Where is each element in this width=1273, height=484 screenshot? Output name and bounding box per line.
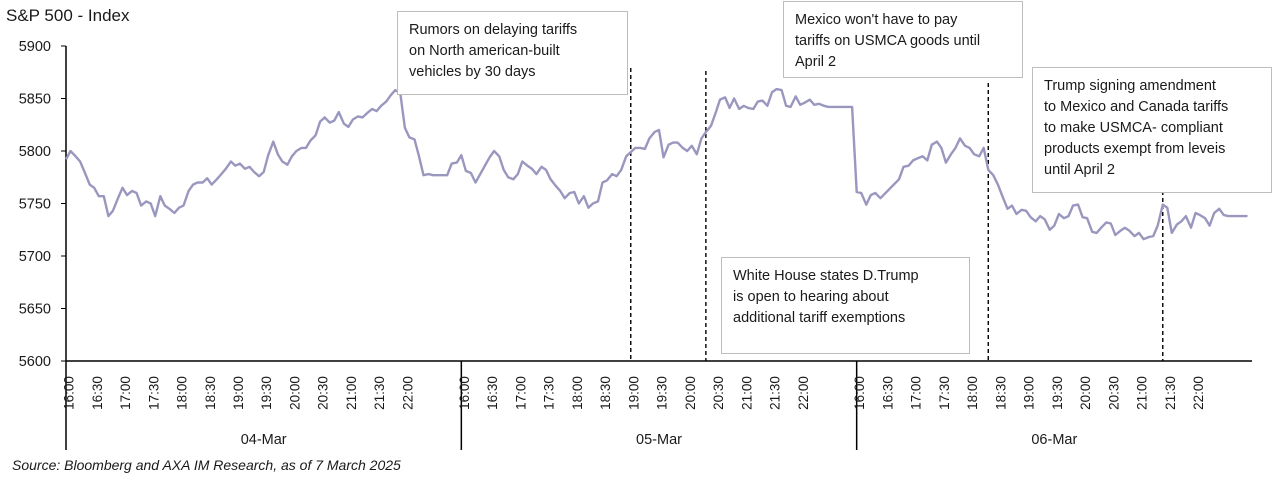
callout-line: Rumors on delaying tariffs	[409, 22, 578, 38]
x-tick-label: 19:30	[1050, 376, 1065, 410]
x-tick-label: 18:00	[965, 376, 980, 410]
x-tick-label: 16:30	[880, 376, 895, 410]
x-tick-label: 20:30	[316, 376, 331, 410]
callout-line: to make USMCA- compliant	[1044, 120, 1223, 136]
callout-line: until April 2	[1044, 162, 1115, 178]
x-tick-label: 18:30	[598, 376, 613, 410]
x-tick-label: 21:30	[372, 376, 387, 410]
y-tick-label: 5650	[19, 302, 51, 318]
day-label: 04-Mar	[241, 432, 287, 448]
x-tick-label: 22:00	[1191, 376, 1206, 410]
x-tick-label: 22:00	[400, 376, 415, 410]
x-tick-label: 17:30	[937, 376, 952, 410]
callout-line: to Mexico and Canada tariffs	[1044, 99, 1229, 115]
x-tick-label: 16:00	[852, 376, 867, 410]
callout-line: additional tariff exemptions	[733, 310, 906, 326]
x-tick-label: 16:30	[90, 376, 105, 410]
y-tick-label: 5850	[19, 92, 51, 108]
x-tick-label: 16:30	[485, 376, 500, 410]
x-tick-label: 17:00	[909, 376, 924, 410]
callout-line: Mexico won't have to pay	[795, 12, 958, 28]
day-label: 06-Mar	[1031, 432, 1077, 448]
x-tick-label: 19:00	[626, 376, 641, 410]
x-tick-label: 16:00	[457, 376, 472, 410]
x-tick-label: 20:30	[711, 376, 726, 410]
x-tick-label: 21:00	[739, 376, 754, 410]
day-label: 05-Mar	[636, 432, 682, 448]
y-tick-label: 5800	[19, 144, 51, 160]
x-tick-label: 17:30	[146, 376, 161, 410]
callout-line: April 2	[795, 54, 837, 70]
x-tick-label: 20:00	[683, 376, 698, 410]
y-tick-label: 5750	[19, 197, 51, 213]
x-tick-label: 21:30	[1163, 376, 1178, 410]
callout-white-house-exemptions: White House states D.Trump is open to he…	[721, 257, 970, 354]
callout-line: products exempt from leveis	[1044, 141, 1226, 157]
x-tick-label: 18:30	[203, 376, 218, 410]
x-tick-label: 21:00	[1135, 376, 1150, 410]
callout-line: is open to hearing about	[733, 289, 889, 305]
x-tick-label: 18:00	[175, 376, 190, 410]
callout-line: on North american-built	[409, 43, 560, 59]
x-tick-label: 22:00	[796, 376, 811, 410]
x-tick-label: 21:00	[344, 376, 359, 410]
callout-trump-amendment: Trump signing amendment to Mexico and Ca…	[1032, 67, 1272, 193]
callout-mexico-usmca: Mexico won't have to pay tariffs on USMC…	[783, 1, 1023, 78]
x-tick-label: 20:30	[1106, 376, 1121, 410]
x-tick-label: 17:00	[118, 376, 133, 410]
x-tick-label: 20:00	[287, 376, 302, 410]
x-tick-label: 19:30	[259, 376, 274, 410]
x-tick-label: 19:00	[1022, 376, 1037, 410]
source-note: Source: Bloomberg and AXA IM Research, a…	[12, 457, 401, 473]
x-tick-label: 19:30	[655, 376, 670, 410]
y-tick-label: 5700	[19, 249, 51, 265]
x-tick-label: 20:00	[1078, 376, 1093, 410]
callout-line: Trump signing amendment	[1044, 78, 1216, 94]
x-tick-label: 18:00	[570, 376, 585, 410]
y-tick-label: 5900	[19, 39, 51, 55]
x-tick-label: 18:30	[993, 376, 1008, 410]
callout-line: vehicles by 30 days	[409, 64, 536, 80]
callout-tariff-delay-rumors: Rumors on delaying tariffs on North amer…	[397, 11, 628, 95]
x-tick-label: 21:30	[768, 376, 783, 410]
callout-line: tariffs on USMCA goods until	[795, 33, 981, 49]
callout-line: White House states D.Trump	[733, 268, 919, 284]
x-tick-label: 17:00	[513, 376, 528, 410]
series-line	[64, 87, 1248, 241]
chart-title: S&P 500 - Index	[6, 6, 130, 25]
x-tick-label: 16:00	[62, 376, 77, 410]
x-tick-label: 19:00	[231, 376, 246, 410]
y-tick-label: 5600	[19, 354, 51, 370]
x-tick-label: 17:30	[542, 376, 557, 410]
